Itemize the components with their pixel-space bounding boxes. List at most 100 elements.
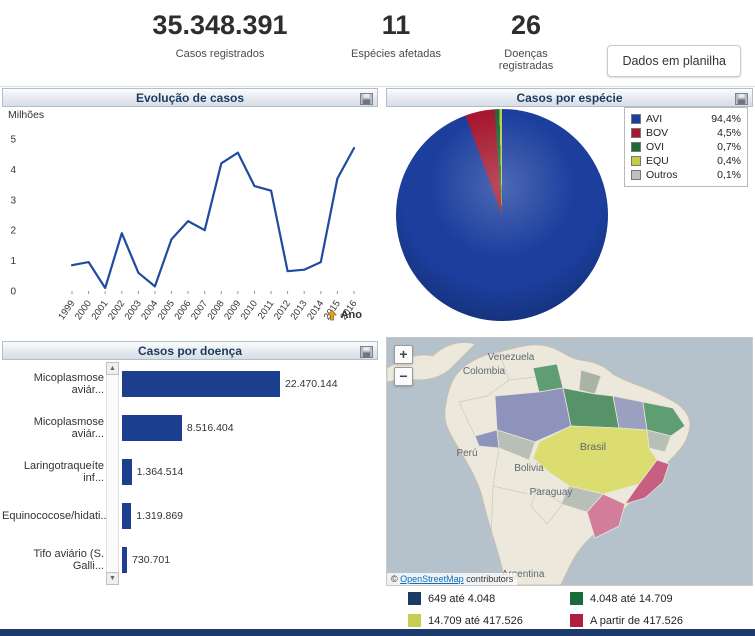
y-tick-label: 4	[10, 165, 16, 176]
map-state[interactable]	[642, 401, 686, 437]
country-label-brasil: Brasil	[580, 441, 606, 453]
y-tick-label: 1	[10, 256, 16, 267]
stat-total-cases: 35.348.391 Casos registrados	[148, 10, 292, 60]
x-tick-label: 2010	[239, 298, 260, 322]
summary-header: 35.348.391 Casos registrados 11 Espécies…	[0, 0, 755, 87]
x-tick-label: 2009	[222, 298, 243, 322]
openstreetmap-link[interactable]: OpenStreetMap	[400, 574, 464, 584]
y-tick-label: 3	[10, 195, 16, 206]
bar-category-label: Tifo aviário (S. Galli...	[33, 548, 104, 572]
pie-legend-percent: 4,5%	[717, 127, 741, 139]
map-legend-item: 649 até 4.048	[408, 592, 495, 605]
country-label-paraguay: Paraguay	[530, 487, 573, 498]
pie-chart-body: AVI 94,4% BOV 4,5% OVI 0,7% EQU 0,4% Outros 0,1%	[386, 107, 753, 331]
cases-line[interactable]	[70, 146, 356, 290]
pie-legend-swatch	[631, 128, 641, 138]
x-tick-label: 2004	[139, 298, 160, 322]
pie-legend-row: BOV 4,5%	[631, 126, 741, 140]
map-zoom-in-button[interactable]: +	[394, 345, 413, 364]
y-axis-unit-label: Milhões	[8, 109, 45, 121]
map-state[interactable]	[532, 425, 658, 495]
x-tick-label: 2006	[172, 298, 193, 322]
save-chart-icon[interactable]	[360, 345, 373, 358]
country-label-argentina: Argentina	[502, 569, 545, 580]
map-legend-item: 14.709 até 417.526	[408, 614, 523, 627]
pie-legend: AVI 94,4% BOV 4,5% OVI 0,7% EQU 0,4% Outros 0,1%	[624, 107, 748, 187]
bar-row: Micoplasmose aviár... 22.470.144	[2, 362, 378, 406]
pie-legend-label: Outros	[646, 169, 678, 181]
bar-value-label: 730.701	[132, 554, 171, 566]
save-chart-icon[interactable]	[360, 92, 373, 105]
pie-legend-swatch	[631, 142, 641, 152]
line-chart[interactable]: 0123451999200020012002200320042005200620…	[2, 107, 378, 323]
pie-legend-percent: 94,4%	[711, 113, 741, 125]
bar-zone: 22.470.144	[122, 371, 338, 397]
bar-category-label: Equinococose/hidati...	[2, 510, 110, 522]
pie-legend-swatch	[631, 170, 641, 180]
bar-row: Tifo aviário (S. Galli... 730.701	[2, 538, 378, 582]
y-tick-label: 0	[10, 287, 16, 298]
map-zoom-out-button[interactable]: −	[394, 367, 413, 386]
map-attribution: © OpenStreetMap contributors	[387, 573, 518, 585]
south-america-map[interactable]: Venezuela Colombia Perú Brasil Bolivia P…	[387, 338, 752, 585]
save-chart-icon[interactable]	[735, 92, 748, 105]
species-pie-chart[interactable]	[396, 109, 608, 321]
x-axis-label-text: Ano	[340, 309, 362, 321]
stat-diseases-label: Doenças registradas	[498, 48, 554, 72]
map-state[interactable]	[560, 485, 604, 513]
map-legend-label: A partir de 417.526	[590, 614, 683, 627]
x-tick-label: 2001	[90, 298, 111, 322]
line-chart-body: Milhões 0 1 2 3 4 5 1999 2000 2001 2002 2003 2004 20…	[2, 107, 378, 323]
bar-list-scrollbar[interactable]: ▲ ▼	[106, 362, 119, 585]
pie-legend-label: AVI	[646, 113, 663, 125]
bar-row: Micoplasmose aviár... 8.516.404	[2, 406, 378, 450]
map-panel: Venezuela Colombia Perú Brasil Bolivia P…	[386, 337, 753, 586]
stat-diseases-registered: 26 Doenças registradas	[478, 10, 574, 72]
country-label-bolivia: Bolivia	[514, 463, 544, 474]
bar-category-label: Micoplasmose aviár...	[33, 372, 104, 396]
bar-category-label: Laringotraqueíte inf...	[23, 460, 104, 484]
map-legend-item: A partir de 417.526	[570, 614, 683, 627]
export-spreadsheet-button[interactable]: Dados em planilha	[607, 45, 741, 77]
attribution-copyright: ©	[391, 574, 401, 584]
bar-chart-panel: Casos por doença Micoplasmose aviár... 22…	[2, 341, 378, 590]
bar-value-label: 1.364.514	[136, 466, 184, 478]
pie-legend-row: Outros 0,1%	[631, 168, 741, 182]
disease-bar[interactable]	[122, 371, 280, 397]
stat-species-value: 11	[381, 10, 411, 40]
axis-sort-icon[interactable]	[326, 309, 338, 321]
y-tick-label: 5	[10, 135, 16, 146]
y-tick-label: 2	[10, 226, 16, 237]
footer-bar	[0, 629, 755, 636]
country-label-venezuela: Venezuela	[488, 352, 535, 363]
pie-legend-label: EQU	[646, 155, 669, 167]
x-tick-label: 2005	[156, 298, 177, 322]
pie-legend-label: BOV	[646, 127, 669, 139]
stat-total-cases-label: Casos registrados	[175, 48, 265, 60]
country-label-peru: Perú	[456, 448, 477, 459]
stat-total-cases-value: 35.348.391	[152, 10, 288, 40]
bar-row: Laringotraqueíte inf... 1.364.514	[2, 450, 378, 494]
pie-legend-label: OVI	[646, 141, 665, 153]
scroll-up-button[interactable]: ▲	[106, 362, 119, 375]
line-chart-panel: Evolução de casos Milhões 0 1 2 3 4 5 1999 2000…	[2, 88, 378, 339]
pie-legend-swatch	[631, 156, 641, 166]
map-legend-swatch	[408, 592, 421, 605]
bar-value-label: 22.470.144	[285, 378, 338, 390]
bar-panel-title: Casos por doença	[137, 344, 243, 358]
bar-zone: 1.364.514	[122, 459, 183, 485]
attribution-suffix: contributors	[463, 574, 514, 584]
disease-bar[interactable]	[122, 547, 128, 573]
map-state[interactable]	[496, 429, 536, 461]
x-tick-label: 2013	[289, 298, 310, 322]
scroll-down-button[interactable]: ▼	[106, 572, 119, 585]
bar-zone: 8.516.404	[122, 415, 234, 441]
disease-bar[interactable]	[122, 415, 182, 441]
disease-bar[interactable]	[122, 459, 132, 485]
map-legend-swatch	[570, 592, 583, 605]
x-tick-label: 2007	[189, 298, 210, 322]
line-panel-header: Evolução de casos	[2, 88, 378, 107]
disease-bar[interactable]	[122, 503, 132, 529]
pie-legend-row: AVI 94,4%	[631, 112, 741, 126]
map-legend-swatch	[570, 614, 583, 627]
